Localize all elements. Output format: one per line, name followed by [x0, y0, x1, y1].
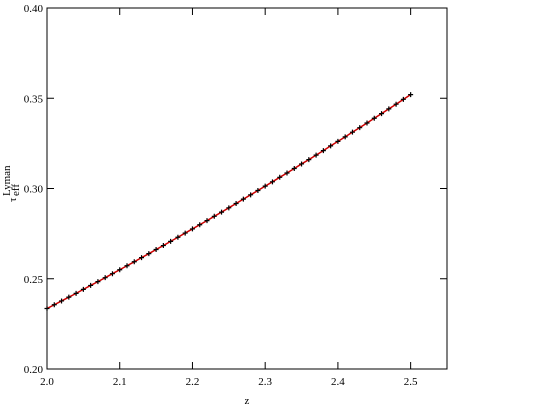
y-label-symbol: τ	[7, 197, 19, 202]
data-marker	[364, 120, 370, 126]
data-marker	[320, 148, 326, 154]
data-marker	[255, 187, 261, 193]
data-marker	[175, 234, 181, 240]
data-marker	[146, 251, 152, 257]
data-marker	[349, 129, 355, 135]
data-marker	[44, 306, 50, 312]
data-marker	[277, 174, 283, 180]
data-marker	[342, 134, 348, 140]
data-marker	[95, 279, 101, 285]
data-marker	[197, 222, 203, 228]
data-marker	[109, 271, 115, 277]
x-tick-label: 2.1	[113, 376, 127, 388]
data-marker	[131, 259, 137, 265]
data-marker	[408, 92, 414, 98]
data-marker	[117, 267, 123, 273]
data-marker	[269, 179, 275, 185]
data-marker	[204, 218, 210, 224]
y-axis-label: τ eff Lyman	[1, 165, 22, 202]
x-tick-label: 2.4	[331, 376, 345, 388]
data-marker	[262, 183, 268, 189]
data-marker	[51, 302, 57, 308]
data-marker	[88, 282, 94, 288]
data-marker	[102, 275, 108, 281]
data-marker	[160, 243, 166, 249]
data-marker	[153, 247, 159, 253]
y-tick-label: 0.30	[24, 184, 44, 196]
data-marker	[219, 209, 225, 215]
data-marker	[291, 165, 297, 171]
data-marker	[189, 226, 195, 232]
y-tick-label: 0.25	[24, 274, 44, 286]
data-marker	[66, 294, 72, 300]
data-marker	[248, 192, 254, 198]
data-marker	[124, 263, 130, 269]
data-marker	[139, 255, 145, 261]
data-marker	[386, 106, 392, 112]
y-tick-label: 0.20	[24, 364, 44, 376]
y-label-subscript: eff	[10, 184, 22, 196]
plot-frame	[46, 7, 448, 370]
data-marker	[357, 125, 363, 131]
x-axis-label: z	[245, 395, 250, 407]
data-marker	[371, 115, 377, 121]
data-marker	[313, 152, 319, 158]
data-marker	[233, 200, 239, 206]
data-marker	[80, 286, 86, 292]
y-label-superscript: Lyman	[1, 165, 13, 196]
data-marker	[182, 230, 188, 236]
data-marker	[211, 213, 217, 219]
x-tick-label: 2.5	[404, 376, 418, 388]
data-line	[46, 94, 412, 310]
data-marker	[328, 143, 334, 149]
data-marker	[306, 157, 312, 163]
data-marker	[284, 170, 290, 176]
x-tick-label: 2.0	[40, 376, 54, 388]
data-marker	[379, 111, 385, 117]
data-marker	[400, 96, 406, 102]
data-marker	[59, 298, 65, 304]
x-tick-label: 2.2	[186, 376, 200, 388]
data-marker	[168, 238, 174, 244]
y-tick-label: 0.35	[24, 93, 44, 105]
data-marker	[393, 101, 399, 107]
data-marker	[299, 161, 305, 167]
y-tick-label: 0.40	[24, 3, 44, 15]
data-marker	[226, 205, 232, 211]
data-marker	[240, 196, 246, 202]
data-marker	[73, 290, 79, 296]
x-tick-label: 2.3	[258, 376, 272, 388]
data-marker	[335, 138, 341, 144]
